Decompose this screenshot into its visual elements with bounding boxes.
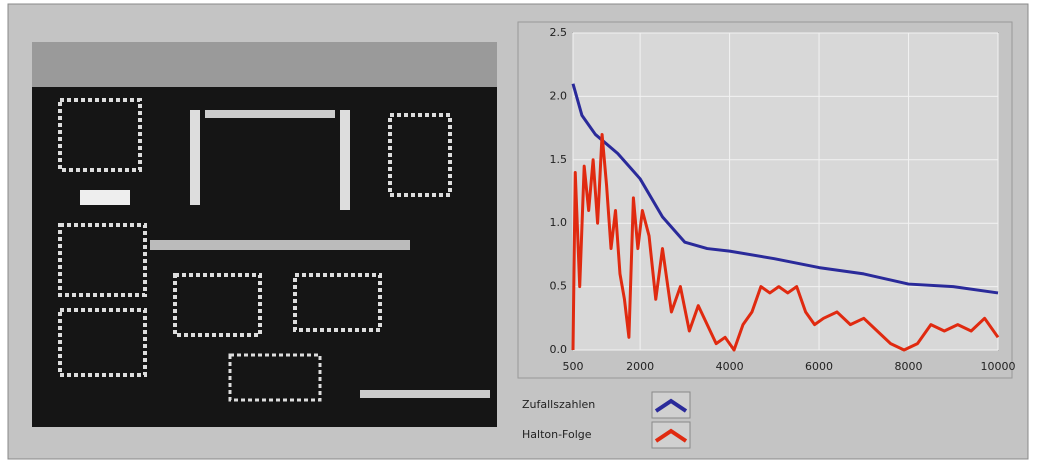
pcb-image [32,42,497,427]
x-tick-label: 4000 [716,360,744,373]
x-tick-label: 10000 [981,360,1016,373]
y-tick-label: 0.5 [550,280,568,293]
legend-swatch-box [652,422,690,448]
y-tick-label: 0.0 [550,343,568,356]
plot-area [573,33,998,350]
y-tick-label: 1.5 [550,153,568,166]
x-tick-label: 8000 [895,360,923,373]
legend-label: Zufallszahlen [522,398,595,411]
x-tick-label: 500 [563,360,584,373]
x-tick-label: 6000 [805,360,833,373]
y-tick-label: 2.5 [550,26,568,39]
y-tick-label: 2.0 [550,89,568,102]
legend-swatch-box [652,392,690,418]
y-tick-label: 1.0 [550,216,568,229]
legend-label: Halton-Folge [522,428,592,441]
x-tick-label: 2000 [626,360,654,373]
window: 0.0 0.5 1.0 1.5 2.0 2.5 500 2000 4000 6000 8000 100… [0,0,1037,467]
